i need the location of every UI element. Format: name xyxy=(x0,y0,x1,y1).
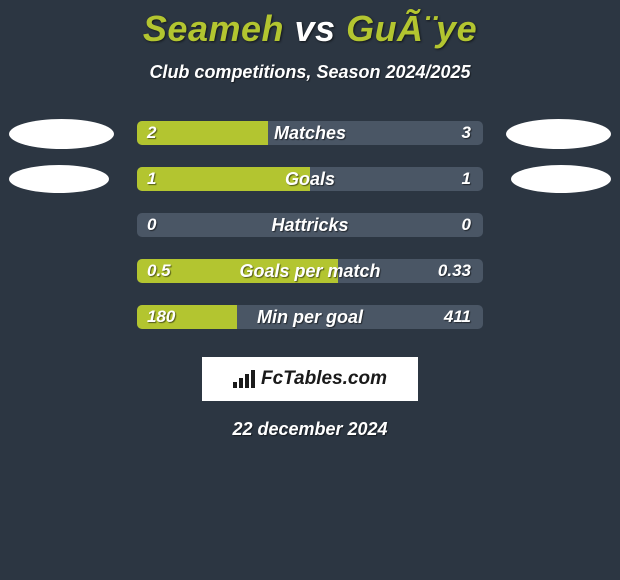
subtitle: Club competitions, Season 2024/2025 xyxy=(0,62,620,83)
page-title: Seameh vs GuÃ¨ye xyxy=(0,0,620,50)
stat-bar: 0Hattricks0 xyxy=(137,213,483,237)
player2-marker xyxy=(506,119,611,149)
stat-bar: 180Min per goal411 xyxy=(137,305,483,329)
vs-text: vs xyxy=(295,8,336,49)
stat-bar: 2Matches3 xyxy=(137,121,483,145)
stat-row: 1Goals1 xyxy=(0,159,620,205)
stat-value-player2: 1 xyxy=(462,167,471,191)
stat-row: 0.5Goals per match0.33 xyxy=(0,251,620,297)
branding-badge: FcTables.com xyxy=(202,357,418,401)
stat-label: Goals per match xyxy=(137,259,483,283)
stat-bar: 0.5Goals per match0.33 xyxy=(137,259,483,283)
date-text: 22 december 2024 xyxy=(0,419,620,440)
stat-row: 0Hattricks0 xyxy=(0,205,620,251)
player2-name: GuÃ¨ye xyxy=(346,8,477,49)
bars-icon xyxy=(233,370,255,388)
stat-value-player2: 0.33 xyxy=(438,259,471,283)
stat-label: Min per goal xyxy=(137,305,483,329)
player1-marker xyxy=(9,165,109,193)
branding-text: FcTables.com xyxy=(261,368,387,390)
player2-marker xyxy=(511,165,611,193)
stat-value-player2: 0 xyxy=(462,213,471,237)
stat-value-player2: 411 xyxy=(444,305,471,329)
stat-value-player2: 3 xyxy=(462,121,471,145)
comparison-card: Seameh vs GuÃ¨ye Club competitions, Seas… xyxy=(0,0,620,580)
player1-marker xyxy=(9,119,114,149)
stat-label: Hattricks xyxy=(137,213,483,237)
stat-row: 180Min per goal411 xyxy=(0,297,620,343)
stats-container: 2Matches3 1Goals1 0Hattricks0 0.5Goals per … xyxy=(0,113,620,343)
stat-label: Matches xyxy=(137,121,483,145)
stat-bar: 1Goals1 xyxy=(137,167,483,191)
stat-row: 2Matches3 xyxy=(0,113,620,159)
player1-name: Seameh xyxy=(143,8,284,49)
stat-label: Goals xyxy=(137,167,483,191)
